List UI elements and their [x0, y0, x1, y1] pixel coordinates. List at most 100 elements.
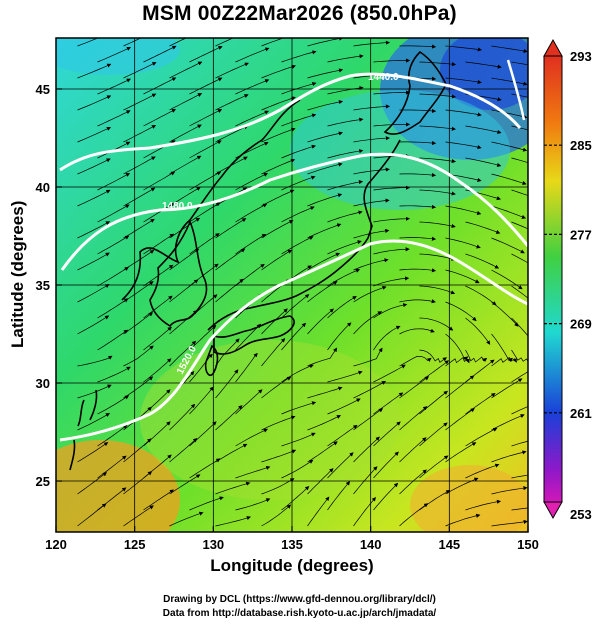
- streamline: [307, 386, 343, 399]
- streamline: [511, 189, 528, 196]
- streamline: [261, 249, 293, 271]
- streamline: [307, 193, 343, 207]
- streamline: [235, 498, 271, 511]
- streamline: [491, 141, 528, 152]
- streamline: [281, 432, 316, 447]
- streamline: [307, 223, 342, 239]
- streamline: [491, 486, 528, 495]
- streamline: [97, 329, 129, 351]
- streamline: [307, 415, 342, 431]
- streamline: [123, 505, 154, 527]
- streamline: [169, 279, 199, 303]
- streamline: [307, 308, 334, 335]
- streamline: [97, 266, 129, 287]
- contour-label-1440: 1440.0: [368, 72, 399, 83]
- streamline: [261, 64, 296, 79]
- y-tick-label: 25: [36, 474, 50, 489]
- streamline: [215, 218, 247, 239]
- streamline: [491, 450, 527, 463]
- colorbar-tick-label: 261: [570, 406, 592, 421]
- streamline: [558, 190, 592, 202]
- streamline: [97, 366, 131, 383]
- streamline: [327, 54, 364, 63]
- streamline: [143, 489, 174, 511]
- streamline: [97, 78, 131, 95]
- streamline: [399, 236, 437, 241]
- streamline: [445, 442, 477, 463]
- streamline: [327, 117, 364, 127]
- streamline: [445, 513, 481, 527]
- streamline: [558, 439, 593, 446]
- streamline: [169, 217, 201, 239]
- y-tick-label: 35: [36, 278, 50, 293]
- temperature-field: [56, 38, 528, 532]
- streamline: [445, 269, 480, 284]
- colorbar-tick-label: 285: [570, 138, 592, 153]
- streamline: [189, 171, 222, 191]
- streamline: [353, 347, 383, 367]
- streamline: [281, 82, 317, 95]
- streamline: [465, 463, 500, 479]
- streamline: [465, 499, 502, 511]
- streamline: [399, 204, 437, 210]
- streamline: [353, 408, 384, 431]
- streamline: [327, 481, 351, 511]
- streamline: [77, 63, 112, 79]
- streamline: [445, 77, 482, 85]
- credit-data: Data from http://database.rish.kyoto-u.a…: [162, 608, 437, 619]
- x-tick-label: 140: [360, 537, 382, 552]
- streamline: [445, 375, 475, 399]
- x-tick-label: 125: [124, 537, 146, 552]
- streamline: [353, 496, 376, 527]
- streamline: [77, 284, 110, 303]
- y-axis-ticks: 25 30 35 40 45: [36, 82, 62, 489]
- streamline: [235, 352, 258, 383]
- streamline: [353, 285, 387, 303]
- streamline: [77, 221, 111, 239]
- streamline: [491, 301, 519, 327]
- streamline: [169, 124, 202, 143]
- streamline: [123, 438, 152, 463]
- streamline: [353, 436, 380, 463]
- streamline: [445, 45, 482, 52]
- streamline: [373, 185, 411, 191]
- streamline: [419, 157, 456, 164]
- streamline: [77, 38, 99, 47]
- streamline: [307, 99, 344, 111]
- streamline: [215, 369, 239, 399]
- streamline: [77, 158, 111, 175]
- streamline: [235, 47, 270, 63]
- streamline: [353, 198, 390, 207]
- streamline: [327, 149, 364, 159]
- streamline: [77, 189, 111, 207]
- streamline: [77, 442, 109, 463]
- streamline: [399, 376, 430, 399]
- streamline: [235, 172, 269, 191]
- streamline: [215, 62, 249, 79]
- streamline: [327, 322, 352, 351]
- streamline: [419, 221, 456, 229]
- streamline: [261, 38, 285, 47]
- streamline: [399, 355, 432, 367]
- streamline: [491, 378, 523, 399]
- lat-lon-grid: [56, 38, 528, 532]
- streamline: [445, 301, 477, 322]
- streamline: [511, 61, 528, 66]
- streamline: [261, 415, 296, 431]
- streamline: [97, 46, 132, 63]
- streamline: [123, 62, 157, 79]
- streamline: [261, 127, 296, 143]
- streamline: [327, 210, 363, 223]
- streamline: [491, 519, 528, 527]
- streamline: [235, 233, 267, 255]
- height-contours: [59, 59, 528, 442]
- streamline: [353, 258, 389, 271]
- streamline: [123, 376, 154, 399]
- streamline: [307, 468, 334, 495]
- streamline: [419, 253, 456, 261]
- streamline: [235, 79, 270, 95]
- streamline: [445, 141, 482, 150]
- x-tick-label: 150: [517, 537, 539, 552]
- streamline: [419, 422, 448, 447]
- streamline: [215, 516, 251, 527]
